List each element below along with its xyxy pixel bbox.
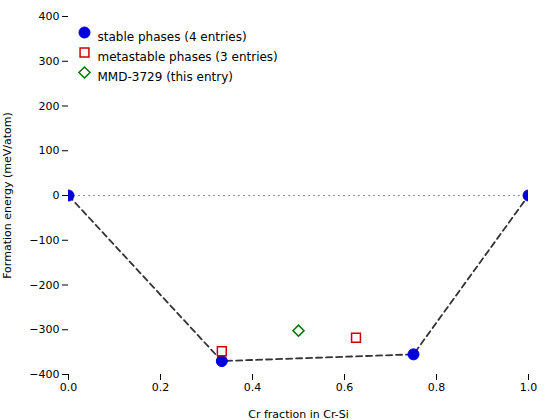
svg-text:100: 100: [39, 144, 60, 157]
svg-text:0.0: 0.0: [60, 381, 78, 394]
svg-text:0.8: 0.8: [428, 381, 446, 394]
svg-text:0.2: 0.2: [152, 381, 170, 394]
svg-text:metastable phases (3 entries): metastable phases (3 entries): [98, 50, 278, 64]
svg-text:Cr fraction in Cr-Si: Cr fraction in Cr-Si: [248, 408, 348, 420]
svg-text:Formation energy (meV/atom): Formation energy (meV/atom): [1, 112, 14, 279]
svg-text:−200: −200: [29, 279, 59, 292]
svg-text:−100: −100: [29, 234, 59, 247]
svg-text:stable phases (4 entries): stable phases (4 entries): [98, 30, 247, 44]
svg-text:400: 400: [39, 10, 60, 23]
svg-text:0.4: 0.4: [244, 381, 262, 394]
svg-text:−400: −400: [29, 368, 59, 381]
svg-text:1.0: 1.0: [520, 381, 538, 394]
svg-text:200: 200: [39, 100, 60, 113]
svg-text:−300: −300: [29, 323, 59, 336]
svg-text:300: 300: [39, 55, 60, 68]
svg-text:0.6: 0.6: [336, 381, 354, 394]
svg-text:0: 0: [53, 189, 60, 202]
svg-text:MMD-3729 (this entry): MMD-3729 (this entry): [98, 70, 233, 84]
